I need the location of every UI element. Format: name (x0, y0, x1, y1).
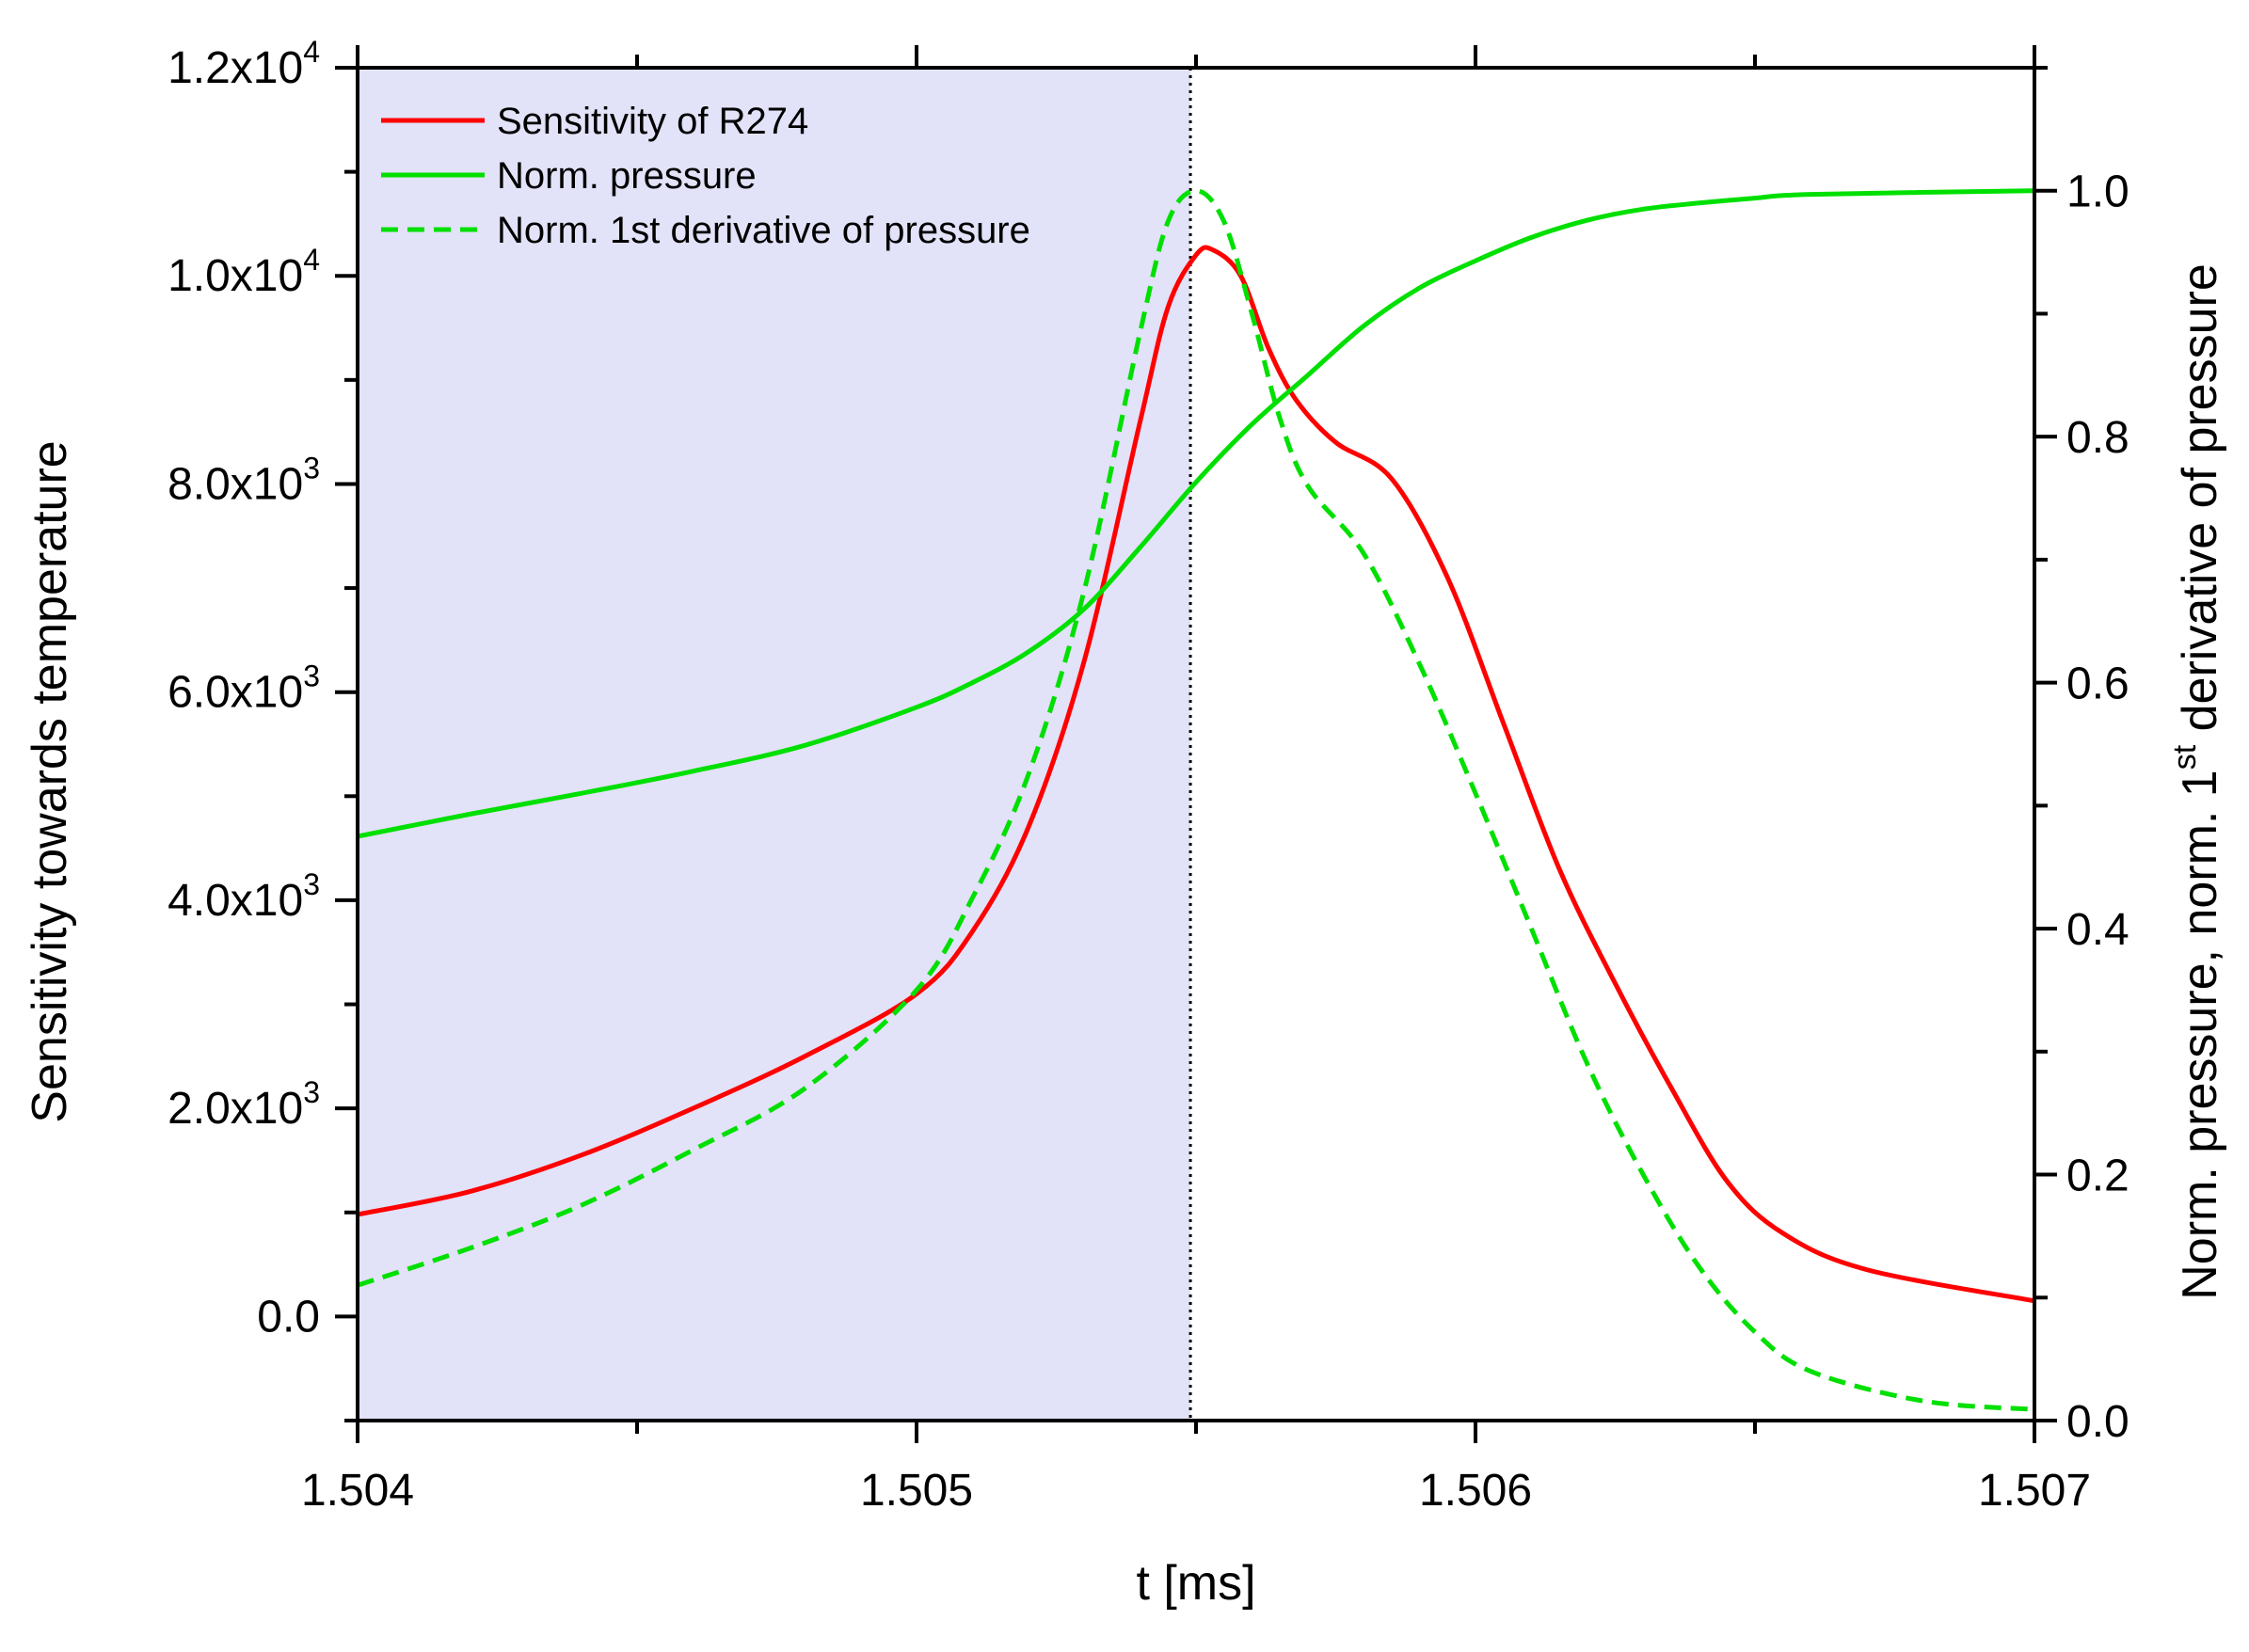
y-left-tick-label: 2.0x103 (167, 1075, 320, 1134)
y-left-tick-label: 6.0x103 (167, 659, 320, 718)
y-right-tick-label: 1.0 (2066, 167, 2129, 217)
y-right-tick-label: 0.2 (2066, 1152, 2129, 1201)
y-right-tick-label: 0.6 (2066, 659, 2129, 709)
y-right-tick-label: 0.0 (2066, 1397, 2129, 1447)
series-line-1 (357, 188, 2035, 839)
y-left-axis-title: Sensitivity towards temperature (23, 440, 77, 1122)
y-left-tick-label: 1.0x104 (167, 243, 320, 301)
series-layer (357, 188, 2035, 1412)
ticks-layer: 1.504 1.505 1.506 1.507 0.0 2.0x103 4.0x103 6.0… (167, 35, 2129, 1516)
y-right-axis-title: Norm. pressure, norm. 1st derivative of … (2167, 263, 2227, 1300)
y-right-tick-label: 0.8 (2066, 413, 2129, 463)
y-left-tick-label: 0.0 (257, 1292, 320, 1342)
legend-label-2: Norm. 1st derivative of pressure (497, 210, 1030, 251)
shaded-region (358, 68, 1191, 1421)
legend-label-0: Sensitivity of R274 (497, 101, 808, 142)
x-tick-label: 1.507 (1978, 1466, 2091, 1516)
axis-titles-layer: t [ms] Sensitivity towards temperature Nor… (23, 263, 2227, 1611)
series-line-0 (357, 245, 2035, 1304)
y-left-tick-label: 4.0x103 (167, 867, 320, 926)
x-tick-label: 1.504 (301, 1466, 414, 1516)
legend-label-1: Norm. pressure (497, 155, 757, 197)
y-right-tick-label: 0.4 (2066, 905, 2129, 955)
legend: Sensitivity of R274 Norm. pressure Norm. 1… (381, 101, 1030, 251)
y-left-tick-label: 8.0x103 (167, 451, 320, 509)
shaded-region-layer (358, 68, 1191, 1421)
series-line-2 (357, 188, 2035, 1412)
x-axis-title: t [ms] (1136, 1556, 1255, 1611)
y-left-tick-label: 1.2x104 (167, 35, 320, 93)
x-tick-label: 1.506 (1419, 1466, 1532, 1516)
x-tick-label: 1.505 (860, 1466, 973, 1516)
